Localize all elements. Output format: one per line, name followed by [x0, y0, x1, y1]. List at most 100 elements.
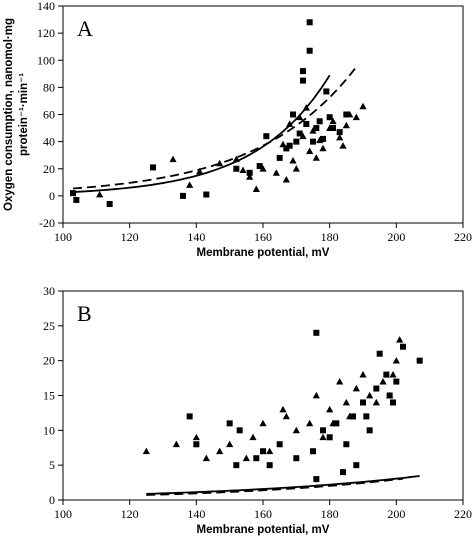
data-point-square [266, 462, 273, 469]
y-tick-label: 0 [49, 189, 55, 203]
data-point-triangle [306, 419, 314, 427]
x-tick-label: 120 [121, 230, 139, 244]
y-tick-label: 120 [37, 26, 55, 40]
data-point-triangle [196, 167, 204, 175]
data-point-triangle [172, 440, 180, 448]
data-point-triangle [272, 169, 280, 176]
data-point-triangle [249, 433, 257, 441]
data-point-triangle [259, 165, 267, 172]
data-point-triangle [292, 426, 300, 434]
y-tick-label: 5 [49, 458, 55, 472]
data-point-triangle [389, 371, 397, 378]
data-point-triangle [96, 190, 104, 198]
data-point-triangle [309, 127, 317, 134]
y-tick-label: 20 [43, 354, 55, 368]
y-tick-label: 10 [43, 423, 55, 437]
data-point-square [360, 399, 366, 406]
data-point-triangle [252, 185, 260, 192]
data-point-square [343, 441, 350, 448]
data-point-triangle [352, 384, 360, 392]
x-tick-label: 100 [54, 230, 72, 244]
x-tick-label: 120 [121, 507, 139, 521]
y-tick-label: 140 [37, 0, 55, 13]
data-point-triangle [336, 377, 344, 385]
y-axis-label-line2: protein⁻¹·min⁻¹ [18, 73, 30, 156]
fit-curve-solid [146, 475, 420, 495]
data-point-square [376, 350, 383, 357]
data-point-triangle [316, 136, 324, 144]
data-point-square [393, 378, 400, 385]
data-point-square [186, 413, 193, 420]
data-point-triangle [202, 454, 210, 462]
x-tick-label: 140 [187, 507, 205, 521]
data-point-triangle [302, 104, 310, 111]
data-point-square [323, 88, 330, 95]
data-point-square [300, 77, 306, 84]
data-point-square [416, 357, 423, 364]
data-point-square [366, 427, 373, 434]
panel-label: B [77, 301, 92, 326]
data-point-triangle [329, 419, 337, 427]
data-point-triangle [286, 120, 294, 127]
data-point-square [336, 129, 343, 136]
data-point-triangle [279, 140, 287, 148]
data-point-square [150, 164, 156, 171]
data-point-square [106, 201, 113, 208]
data-point-triangle [319, 433, 327, 441]
x-tick-label: 180 [321, 230, 339, 244]
data-point-square [233, 165, 240, 172]
data-point-triangle [352, 113, 360, 121]
data-point-square [353, 462, 360, 469]
chart-panel-a: 100 120 140 160 180 200 220 -20 0 20 40 60 80 100 120 1… [3, 0, 472, 259]
data-point-square [310, 138, 316, 145]
data-point-triangle [239, 166, 247, 173]
data-point-triangle [386, 391, 394, 399]
plot-frame [62, 5, 464, 224]
data-point-triangle [142, 447, 150, 455]
data-point-triangle [326, 405, 334, 413]
x-tick-label: 160 [254, 230, 272, 244]
data-point-triangle [282, 176, 290, 183]
data-point-triangle [346, 110, 354, 118]
data-point-triangle [342, 398, 350, 406]
y-tick-label: 25 [43, 319, 55, 333]
data-point-square [300, 68, 306, 75]
y-tick-label: 40 [43, 135, 55, 149]
data-point-triangle [192, 433, 200, 441]
data-point-triangle [279, 405, 287, 413]
y-tick-label: 20 [43, 162, 55, 176]
data-point-square [340, 469, 346, 476]
data-point-square [306, 47, 313, 54]
data-point-square [313, 476, 320, 483]
panel-label: A [77, 16, 93, 41]
data-point-square [306, 19, 313, 26]
data-point-square [203, 191, 210, 198]
data-point-triangle [246, 173, 254, 180]
data-point-square [400, 343, 406, 350]
data-point-square [276, 154, 283, 161]
data-point-square [276, 441, 283, 448]
data-point-triangle [282, 412, 290, 420]
data-point-triangle [259, 419, 267, 427]
fit-curve-dashed [146, 477, 404, 496]
fit-curve-solid [72, 74, 331, 193]
data-point-square [343, 111, 350, 118]
data-point-square [310, 448, 316, 455]
data-point-triangle [319, 144, 327, 152]
x-tick-label: 220 [454, 230, 472, 244]
data-point-square [326, 114, 333, 121]
data-point-square [316, 118, 323, 125]
data-point-square [246, 169, 253, 176]
x-tick-label: 200 [387, 230, 405, 244]
data-point-square [70, 190, 76, 197]
x-tick-label: 100 [54, 507, 72, 521]
data-point-square [313, 329, 320, 336]
data-point-triangle [339, 142, 347, 149]
y-tick-label: 60 [43, 108, 55, 122]
data-point-square [350, 413, 356, 420]
data-point-triangle [312, 391, 320, 399]
data-point-triangle [379, 377, 387, 385]
data-point-square [333, 420, 340, 427]
data-point-triangle [359, 371, 367, 378]
data-point-square [296, 130, 303, 137]
